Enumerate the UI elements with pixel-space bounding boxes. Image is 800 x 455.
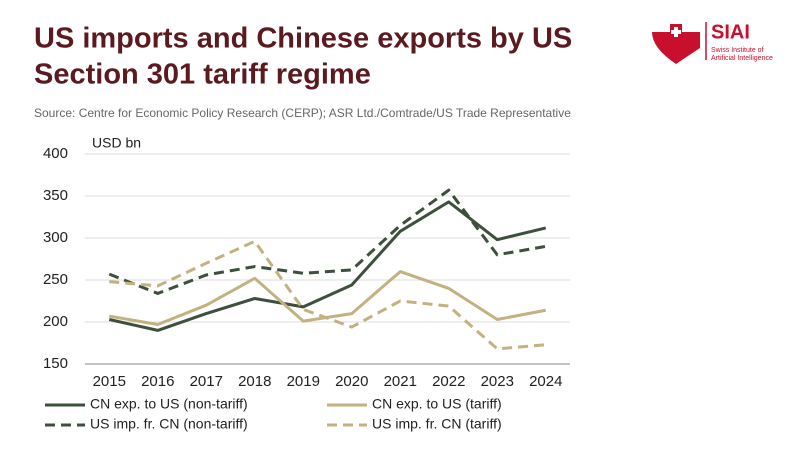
- series-line: [108, 200, 547, 332]
- series-line: [108, 188, 547, 295]
- y-tick-label: 150: [43, 355, 68, 372]
- x-tick-label: 2023: [481, 373, 514, 390]
- y-tick-label: 350: [43, 187, 68, 204]
- y-tick-label: 200: [43, 313, 68, 330]
- legend-label: US imp. fr. CN (tariff): [372, 416, 502, 432]
- x-tick-label: 2024: [529, 373, 562, 390]
- y-tick-label: 250: [43, 271, 68, 288]
- x-tick-label: 2015: [93, 373, 126, 390]
- legend-label: US imp. fr. CN (non-tariff): [90, 416, 248, 432]
- x-tick-label: 2022: [432, 373, 465, 390]
- logo: SIAI Swiss Institute of Artificial Intel…: [652, 21, 773, 64]
- logo-shield: [652, 32, 700, 64]
- x-tick-label: 2019: [287, 373, 320, 390]
- chart-title: US imports and Chinese exports by US: [34, 23, 572, 55]
- y-tick-label: 300: [43, 229, 68, 246]
- logo-name: SIAI: [711, 21, 750, 43]
- x-tick-label: 2017: [190, 373, 223, 390]
- logo-subtitle: Swiss Institute of: [711, 47, 764, 54]
- x-tick-label: 2021: [384, 373, 417, 390]
- series-line: [109, 239, 546, 351]
- source: Source: Centre for Economic Policy Resea…: [34, 106, 571, 120]
- logo-cross: [671, 27, 681, 37]
- x-tick-label: 2018: [238, 373, 271, 390]
- logo-subtitle: Artificial Intelligence: [711, 55, 773, 62]
- chart-title: Section 301 tariff regime: [34, 59, 371, 91]
- x-tick-label: 2016: [141, 373, 174, 390]
- legend-label: CN exp. to US (non-tariff): [90, 396, 248, 412]
- legend-label: CN exp. to US (tariff): [372, 396, 502, 412]
- y-tick-label: 400: [43, 145, 68, 162]
- y-axis-label: USD bn: [92, 135, 141, 151]
- x-tick-label: 2020: [335, 373, 368, 390]
